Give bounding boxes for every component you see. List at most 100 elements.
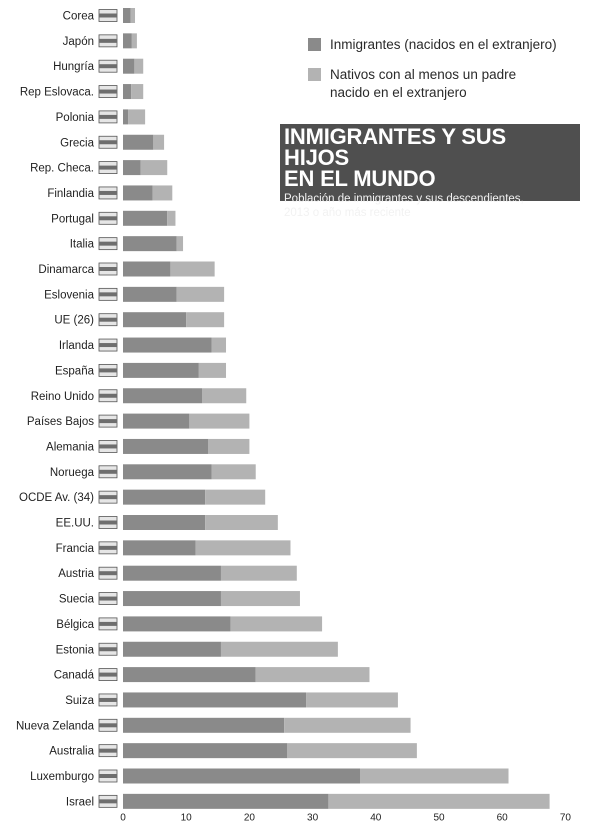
category-label-row-17: Alemania bbox=[46, 441, 95, 453]
legend-item-natives: Nativos con al menos un padre nacido en … bbox=[308, 66, 588, 102]
x-tick-label-5: 50 bbox=[433, 812, 445, 823]
bar-natives-row-4 bbox=[128, 109, 146, 125]
bar-immigrants-row-12 bbox=[123, 312, 187, 328]
bar-immigrants-row-25 bbox=[123, 641, 221, 657]
bar-natives-row-24 bbox=[230, 616, 323, 632]
category-label-row-15: Reino Unido bbox=[31, 391, 94, 403]
flag-icon bbox=[98, 161, 118, 175]
flag-icon bbox=[98, 769, 118, 783]
bar-immigrants-row-14 bbox=[123, 362, 199, 378]
chart-title-box: INMIGRANTES Y SUS HIJOS EN EL MUNDO Pobl… bbox=[280, 124, 580, 219]
legend: Inmigrantes (nacidos en el extranjero) N… bbox=[308, 36, 588, 114]
bar-natives-row-6 bbox=[140, 160, 168, 176]
bar-immigrants-row-21 bbox=[123, 540, 196, 556]
bar-natives-row-18 bbox=[211, 464, 256, 480]
x-tick-label-3: 30 bbox=[307, 812, 319, 823]
flag-icon bbox=[98, 237, 118, 251]
bar-natives-row-8 bbox=[167, 210, 176, 226]
bar-immigrants-row-22 bbox=[123, 565, 221, 581]
bar-immigrants-row-0 bbox=[123, 8, 131, 23]
bar-immigrants-row-31 bbox=[123, 793, 329, 809]
flag-icon bbox=[98, 287, 118, 301]
category-label-row-14: España bbox=[55, 365, 95, 377]
category-label-row-2: Hungría bbox=[53, 61, 95, 73]
category-label-row-8: Portugal bbox=[51, 213, 94, 225]
category-label-row-22: Austria bbox=[58, 568, 94, 580]
category-label-row-5: Grecia bbox=[60, 137, 94, 149]
bar-natives-row-7 bbox=[152, 185, 173, 201]
bar-immigrants-row-30 bbox=[123, 768, 360, 784]
category-label-row-20: EE.UU. bbox=[56, 518, 94, 530]
bar-immigrants-row-13 bbox=[123, 337, 212, 353]
bar-natives-row-10 bbox=[170, 261, 215, 277]
bar-natives-row-19 bbox=[205, 489, 266, 505]
category-label-row-18: Noruega bbox=[50, 467, 95, 479]
flag-icon bbox=[98, 617, 118, 631]
flag-icon bbox=[98, 363, 118, 377]
bar-natives-row-28 bbox=[284, 717, 411, 733]
flag-icon bbox=[98, 338, 118, 352]
bar-natives-row-2 bbox=[134, 58, 144, 74]
flag-icon bbox=[98, 465, 118, 479]
flag-icon bbox=[98, 9, 118, 22]
bar-natives-row-21 bbox=[195, 540, 291, 556]
bar-natives-row-14 bbox=[198, 362, 227, 378]
flag-icon bbox=[98, 59, 118, 73]
bar-immigrants-row-15 bbox=[123, 388, 202, 404]
category-label-row-0: Corea bbox=[63, 11, 95, 23]
bar-immigrants-row-3 bbox=[123, 84, 132, 100]
bar-immigrants-row-27 bbox=[123, 692, 307, 708]
bar-immigrants-row-11 bbox=[123, 286, 177, 302]
x-tick-label-1: 10 bbox=[181, 812, 193, 823]
bar-natives-row-22 bbox=[220, 565, 297, 581]
bar-natives-row-31 bbox=[328, 793, 550, 809]
legend-swatch-immigrants bbox=[308, 38, 321, 51]
flag-icon bbox=[98, 668, 118, 681]
flag-icon bbox=[98, 490, 118, 504]
bar-immigrants-row-24 bbox=[123, 616, 231, 632]
category-label-row-29: Australia bbox=[49, 746, 94, 758]
category-label-row-27: Suiza bbox=[65, 695, 94, 707]
category-label-row-1: Japón bbox=[63, 36, 94, 48]
bar-immigrants-row-17 bbox=[123, 438, 209, 454]
bar-immigrants-row-20 bbox=[123, 515, 206, 530]
bar-natives-row-23 bbox=[220, 591, 300, 607]
legend-item-immigrants: Inmigrantes (nacidos en el extranjero) bbox=[308, 36, 588, 54]
bar-natives-row-30 bbox=[360, 768, 509, 784]
flag-icon bbox=[98, 440, 118, 453]
flag-icon bbox=[98, 516, 118, 529]
flag-icon bbox=[98, 566, 118, 580]
bar-immigrants-row-8 bbox=[123, 210, 168, 226]
category-label-row-9: Italia bbox=[70, 239, 95, 251]
flag-icon bbox=[98, 541, 118, 555]
bar-natives-row-0 bbox=[130, 8, 136, 23]
bar-natives-row-25 bbox=[220, 641, 338, 657]
category-label-row-12: UE (26) bbox=[54, 315, 94, 327]
category-label-row-7: Finlandia bbox=[47, 188, 94, 200]
flag-icon bbox=[98, 313, 118, 327]
bar-natives-row-27 bbox=[306, 692, 398, 708]
bar-natives-row-16 bbox=[189, 413, 250, 429]
flags-layer bbox=[98, 9, 118, 808]
category-label-row-19: OCDE Av. (34) bbox=[19, 492, 94, 504]
legend-label-immigrants: Inmigrantes (nacidos en el extranjero) bbox=[330, 37, 557, 52]
x-tick-label-6: 60 bbox=[497, 812, 509, 823]
bar-natives-row-20 bbox=[205, 515, 278, 530]
legend-label-natives: Nativos con al menos un padre nacido en … bbox=[330, 67, 517, 100]
category-label-row-28: Nueva Zelanda bbox=[16, 720, 95, 732]
flag-icon bbox=[98, 592, 118, 605]
bars-layer bbox=[123, 8, 550, 809]
category-label-row-11: Eslovenia bbox=[44, 289, 94, 301]
category-label-row-3: Rep Eslovaca. bbox=[20, 87, 94, 99]
bar-natives-row-3 bbox=[131, 84, 144, 100]
flag-icon bbox=[98, 110, 118, 124]
bar-immigrants-row-6 bbox=[123, 160, 141, 176]
bar-immigrants-row-5 bbox=[123, 134, 154, 150]
bar-immigrants-row-29 bbox=[123, 743, 288, 759]
flag-icon bbox=[98, 389, 118, 403]
bar-immigrants-row-9 bbox=[123, 236, 177, 252]
flag-icon bbox=[98, 744, 118, 758]
flag-icon bbox=[98, 186, 118, 200]
category-label-row-13: Irlanda bbox=[59, 340, 95, 352]
bar-natives-row-13 bbox=[211, 337, 227, 353]
